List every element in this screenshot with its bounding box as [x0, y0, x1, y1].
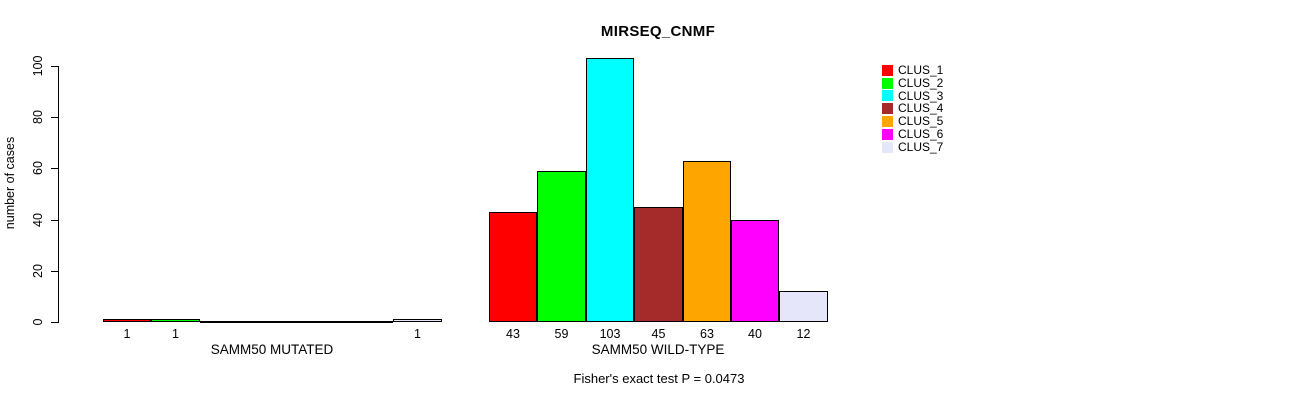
- legend-label: CLUS_2: [898, 75, 944, 90]
- legend-label: CLUS_7: [898, 139, 944, 154]
- legend: CLUS_1 CLUS_2 CLUS_3 CLUS_4 CLUS_5 CLUS_6 CLUS…: [882, 64, 943, 154]
- bar-clus_2-group1: [537, 171, 586, 322]
- legend-swatch-clus_6: [882, 128, 893, 140]
- y-axis-label: number of cases: [3, 136, 17, 230]
- y-axis-tick-label: 0: [31, 318, 45, 326]
- legend-label: CLUS_4: [898, 101, 944, 116]
- y-axis-line: [58, 66, 59, 323]
- chart-title: MIRSEQ_CNMF: [600, 23, 716, 40]
- fisher-test-annotation: Fisher's exact test P = 0.0473: [573, 371, 745, 386]
- bar-value-label: 43: [506, 327, 520, 341]
- y-axis-tick: [51, 220, 58, 221]
- bar-value-label: 40: [748, 327, 762, 341]
- y-axis-tick: [51, 168, 58, 169]
- x-group-label-wildtype: SAMM50 WILD-TYPE: [591, 342, 725, 357]
- legend-row: CLUS_4: [882, 102, 943, 115]
- y-axis-tick-label: 40: [31, 213, 45, 227]
- bar-clus_5-group1: [683, 161, 731, 322]
- y-axis-tick-label: 60: [31, 161, 45, 175]
- legend-swatch-clus_7: [882, 141, 893, 153]
- bar-value-label: 12: [796, 327, 811, 341]
- bar-value-label: 1: [414, 327, 421, 341]
- bar-clus_5-group0: [297, 321, 345, 323]
- bar-clus_2-group0: [151, 319, 200, 322]
- legend-swatch-clus_2: [882, 77, 893, 89]
- bar-clus_3-group0: [200, 321, 248, 323]
- legend-swatch-clus_5: [882, 116, 893, 128]
- bar-clus_7-group0: [393, 319, 442, 322]
- legend-label: CLUS_6: [898, 126, 944, 141]
- legend-row: CLUS_2: [882, 75, 944, 90]
- y-axis-tick: [51, 322, 58, 323]
- bar-clus_4-group0: [248, 321, 297, 323]
- y-axis-tick-label: 20: [31, 264, 45, 278]
- legend-row: CLUS_3: [882, 88, 944, 103]
- bar-clus_4-group1: [634, 207, 683, 322]
- y-axis-tick-label: 100: [31, 55, 45, 77]
- legend-swatch-clus_1: [882, 64, 893, 76]
- legend-swatch-clus_4: [882, 103, 893, 115]
- y-axis-tick: [51, 117, 58, 118]
- bar-clus_7-group1: [779, 291, 828, 322]
- legend-swatch-clus_3: [882, 90, 893, 102]
- bar-value-label: 63: [700, 327, 714, 341]
- bar-value-label: 1: [172, 327, 179, 341]
- y-axis-tick: [51, 271, 58, 272]
- bar-value-label: 45: [651, 327, 666, 341]
- bar-clus_6-group1: [731, 220, 779, 322]
- y-axis-tick-label: 80: [31, 110, 45, 124]
- bar-value-label: 103: [599, 327, 621, 341]
- bar-clus_1-group1: [489, 212, 537, 322]
- legend-row: CLUS_1: [882, 64, 943, 77]
- legend-row: CLUS_6: [882, 128, 943, 141]
- bar-value-label: 1: [123, 327, 131, 341]
- x-group-label-mutated: SAMM50 MUTATED: [210, 342, 334, 357]
- bar-clus_3-group1: [586, 58, 634, 322]
- legend-label: CLUS_5: [898, 114, 944, 129]
- legend-row: CLUS_7: [882, 139, 944, 154]
- bar-clus_1-group0: [103, 319, 151, 322]
- legend-row: CLUS_5: [882, 115, 943, 128]
- bar-clus_6-group0: [345, 321, 393, 323]
- legend-label: CLUS_3: [898, 88, 944, 103]
- legend-label: CLUS_1: [898, 63, 944, 77]
- bar-value-label: 59: [554, 327, 569, 341]
- y-axis-tick: [51, 66, 58, 67]
